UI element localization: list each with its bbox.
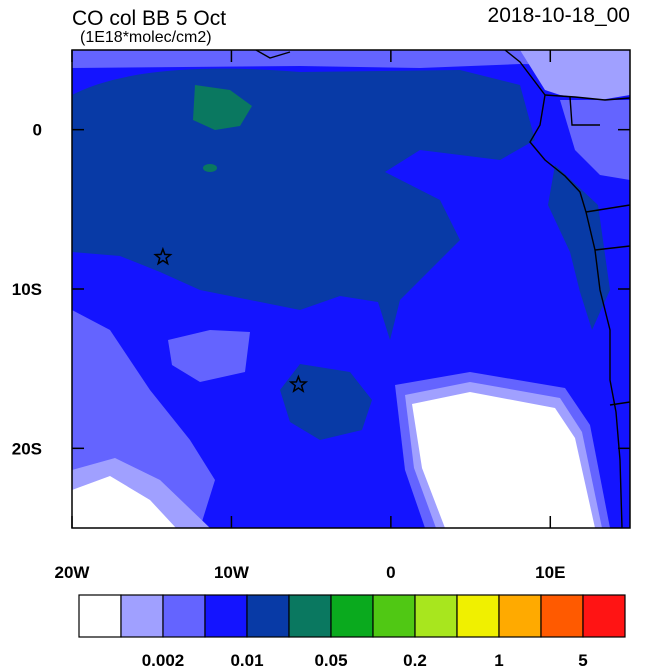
y-tick-label: 20S <box>12 439 42 458</box>
colorbar-label: 0.05 <box>314 651 347 667</box>
colorbar-box <box>288 594 332 638</box>
colorbar-box <box>498 594 542 638</box>
y-tick-label: 10S <box>12 280 42 299</box>
x-tick-label: 0 <box>386 563 395 582</box>
colorbar-label: 1 <box>494 651 503 667</box>
colorbar-box <box>162 594 206 638</box>
station-marker <box>153 246 173 266</box>
x-tick-label: 10E <box>535 563 565 582</box>
colorbar-box <box>246 594 290 638</box>
colorbar-box <box>372 594 416 638</box>
colorbar-box <box>456 594 500 638</box>
colorbar-box <box>78 594 122 638</box>
colorbar-box <box>330 594 374 638</box>
colorbar-box <box>204 594 248 638</box>
contour-fill <box>72 50 630 528</box>
colorbar-box <box>540 594 584 638</box>
colorbar-label: 5 <box>578 651 587 667</box>
colorbar-label: 0.01 <box>230 651 263 667</box>
coastline <box>255 50 630 528</box>
title: CO col BB 5 Oct <box>72 7 226 30</box>
colorbar-label: 0.2 <box>403 651 427 667</box>
date: 2018-10-18_00 <box>488 4 630 27</box>
colorbar-label: 0.002 <box>142 651 185 667</box>
colorbar-box <box>582 594 626 638</box>
colorbar-box <box>120 594 164 638</box>
subtitle: (1E18*molec/cm2) <box>80 29 212 46</box>
y-tick-label: 0 <box>33 121 42 140</box>
x-tick-label: 20W <box>55 563 91 582</box>
x-tick-label: 10W <box>214 563 250 582</box>
dynamic: 20W 10W 0 10E 0 10S 20S 0.002 0.01 0.05 0.2 1 5 <box>12 50 630 667</box>
station-marker <box>288 374 309 393</box>
colorbar-box <box>414 594 458 638</box>
